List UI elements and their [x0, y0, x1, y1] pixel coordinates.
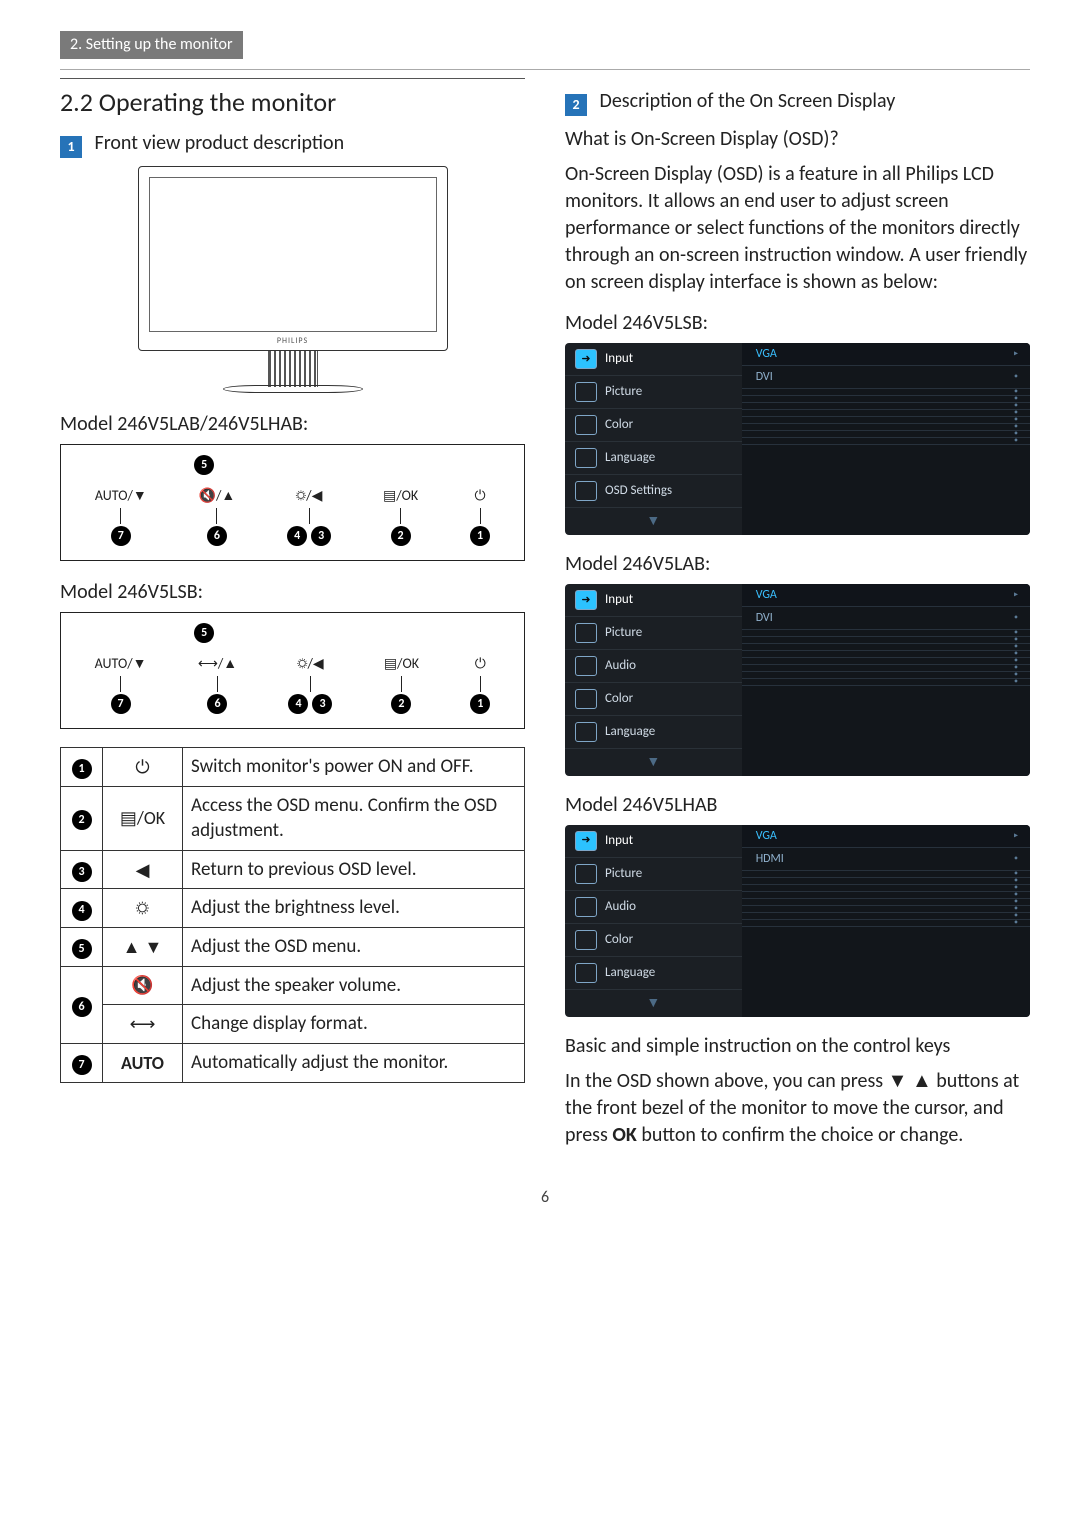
osd-option-row: •: [742, 644, 1030, 651]
table-row: 7AUTOAutomatically adjust the monitor.: [61, 1044, 525, 1083]
model-b-label: Model 246V5LSB:: [60, 579, 525, 606]
osd-option-row: VGA▸: [742, 584, 1030, 607]
osd-menu-item: Color: [565, 409, 742, 442]
osd-option-row: •: [742, 878, 1030, 885]
monitor-illustration: PHILIPS: [60, 166, 525, 393]
control-item: ⏻1: [470, 655, 490, 714]
osd-menu-item: OSD Settings: [565, 475, 742, 508]
what-is-osd-heading: What is On-Screen Display (OSD)?: [565, 126, 1030, 153]
table-row: 2▤/OKAccess the OSD menu. Confirm the OS…: [61, 786, 525, 850]
table-row: 1⏻Switch monitor's power ON and OFF.: [61, 747, 525, 786]
osd-option-row: •: [742, 637, 1030, 644]
osd-option-row: •: [742, 906, 1030, 913]
osd-model-label: Model 246V5LHAB: [565, 792, 1030, 819]
osd-model-label: Model 246V5LSB:: [565, 310, 1030, 337]
osd-screenshot: ➜InputPictureColorLanguageOSD Settings▼V…: [565, 343, 1030, 535]
osd-option-row: •: [742, 658, 1030, 665]
osd-option-row: HDMI•: [742, 848, 1030, 871]
osd-intro-text: On-Screen Display (OSD) is a feature in …: [565, 161, 1030, 296]
table-row: 3◀Return to previous OSD level.: [61, 850, 525, 889]
left-column: 2.2 Operating the monitor 1 Front view p…: [60, 78, 525, 1159]
control-diagram-a: 5 AUTO/▼7 🔇/▲6 ☼/◀43 ▤/OK2 ⏻1: [60, 444, 525, 561]
osd-desc-heading: 2 Description of the On Screen Display: [565, 88, 1030, 116]
front-view-heading: 1 Front view product description: [60, 130, 525, 158]
osd-option-row: DVI•: [742, 607, 1030, 630]
osd-option-row: •: [742, 403, 1030, 410]
osd-option-row: •: [742, 396, 1030, 403]
control-item: AUTO/▼7: [95, 487, 147, 546]
control-item: 🔇/▲6: [199, 487, 236, 546]
osd-menu-item: Picture: [565, 376, 742, 409]
osd-menu-item: Language: [565, 442, 742, 475]
page-number: 6: [60, 1187, 1030, 1209]
model-a-label: Model 246V5LAB/246V5LHAB:: [60, 411, 525, 438]
osd-option-row: •: [742, 438, 1030, 445]
right-column: 2 Description of the On Screen Display W…: [565, 78, 1030, 1159]
basic-instruction-heading: Basic and simple instruction on the cont…: [565, 1033, 1030, 1060]
badge-2-text: Description of the On Screen Display: [600, 89, 896, 113]
osd-option-row: •: [742, 920, 1030, 927]
table-row: 4☼Adjust the brightness level.: [61, 889, 525, 928]
osd-option-row: •: [742, 665, 1030, 672]
osd-screenshot: ➜InputPictureAudioColorLanguage▼VGA▸DVI•…: [565, 584, 1030, 776]
osd-menu-item: Audio: [565, 650, 742, 683]
control-item: ▤/OK2: [384, 655, 419, 714]
osd-option-row: •: [742, 871, 1030, 878]
control-item: ☼/◀43: [288, 655, 332, 714]
osd-menu-item: Picture: [565, 617, 742, 650]
osd-menu-item: Picture: [565, 858, 742, 891]
control-diagram-b: 5 AUTO/▼7 ⟷/▲6 ☼/◀43 ▤/OK2 ⏻1: [60, 612, 525, 729]
osd-menu-item: Language: [565, 957, 742, 990]
num-badge-5b: 5: [194, 623, 214, 643]
osd-option-row: •: [742, 899, 1030, 906]
control-item: ⟷/▲6: [198, 655, 237, 714]
osd-option-row: •: [742, 679, 1030, 686]
osd-menu-item: Language: [565, 716, 742, 749]
badge-2: 2: [565, 94, 587, 116]
table-row: ⟷Change display format.: [61, 1005, 525, 1044]
osd-option-row: •: [742, 389, 1030, 396]
osd-option-row: •: [742, 431, 1030, 438]
osd-option-row: DVI•: [742, 366, 1030, 389]
num-badge-5: 5: [194, 455, 214, 475]
badge-1: 1: [60, 136, 82, 158]
control-item: ☼/◀43: [287, 487, 331, 546]
osd-screenshot: ➜InputPictureAudioColorLanguage▼VGA▸HDMI…: [565, 825, 1030, 1017]
osd-option-row: VGA▸: [742, 825, 1030, 848]
osd-menu-item: Color: [565, 683, 742, 716]
osd-option-row: •: [742, 885, 1030, 892]
control-item: AUTO/▼7: [95, 655, 147, 714]
osd-model-label: Model 246V5LAB:: [565, 551, 1030, 578]
osd-option-row: •: [742, 417, 1030, 424]
control-item: ⏻1: [470, 487, 490, 546]
osd-option-row: •: [742, 630, 1030, 637]
basic-instruction-text: In the OSD shown above, you can press ▼ …: [565, 1068, 1030, 1149]
osd-menu-item: ➜Input: [565, 343, 742, 376]
osd-option-row: •: [742, 410, 1030, 417]
osd-option-row: •: [742, 913, 1030, 920]
chapter-tab: 2. Setting up the monitor: [60, 31, 243, 59]
table-row: 5▲ ▼Adjust the OSD menu.: [61, 928, 525, 967]
osd-menu-item: Color: [565, 924, 742, 957]
monitor-logo: PHILIPS: [277, 336, 308, 347]
osd-option-row: •: [742, 672, 1030, 679]
functions-table: 1⏻Switch monitor's power ON and OFF.2▤/O…: [60, 747, 525, 1083]
osd-option-row: VGA▸: [742, 343, 1030, 366]
section-title: 2.2 Operating the monitor: [60, 78, 525, 120]
chapter-rule: [60, 69, 1030, 70]
osd-menu-item: Audio: [565, 891, 742, 924]
osd-menu-item: ➜Input: [565, 825, 742, 858]
osd-menu-item: ➜Input: [565, 584, 742, 617]
badge-1-text: Front view product description: [95, 131, 345, 155]
osd-option-row: •: [742, 892, 1030, 899]
control-item: ▤/OK2: [383, 487, 418, 546]
osd-option-row: •: [742, 424, 1030, 431]
osd-option-row: •: [742, 651, 1030, 658]
table-row: 6🔇Adjust the speaker volume.: [61, 966, 525, 1005]
